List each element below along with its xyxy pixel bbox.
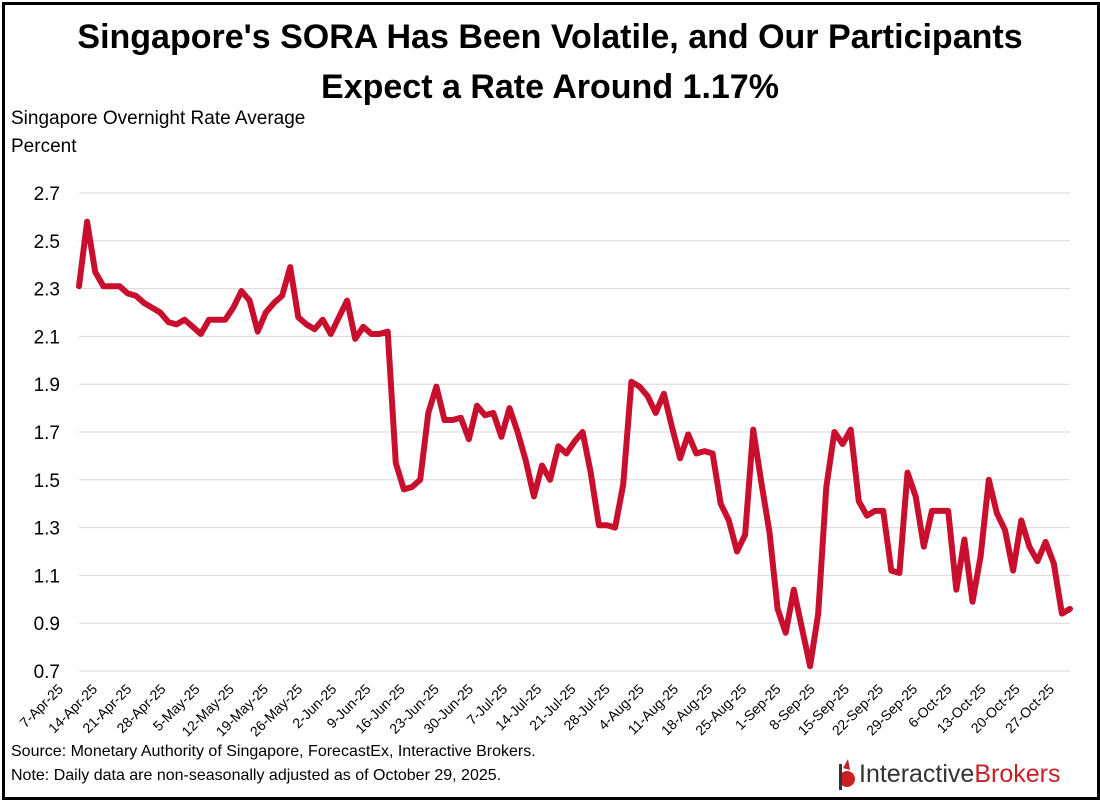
logo-text-brokers: Brokers [974,760,1061,788]
y-tick-label: 1.9 [34,375,60,396]
chart-title-line2: Expect a Rate Around 1.17% [321,68,779,106]
y-tick-label: 2.5 [34,232,60,253]
y-tick-label: 0.9 [34,614,60,635]
logo-text-interactive: Interactive [859,760,975,788]
chart-title-line1: Singapore's SORA Has Been Volatile, and … [77,18,1023,56]
y-tick-label: 1.1 [34,566,60,587]
interactive-brokers-logo-icon [839,759,855,790]
y-tick-label: 1.3 [34,519,60,540]
x-tick-labels: 7-Apr-2514-Apr-2521-Apr-2528-Apr-255-May… [16,681,1057,740]
gridlines [79,192,1070,672]
interactive-brokers-logo: Interactive Brokers [837,757,1060,791]
y-tick-label: 2.7 [34,184,60,205]
y-axis-unit-label: Percent [11,136,77,157]
y-tick-label: 2.3 [34,280,60,301]
y-axis-label: Singapore Overnight Rate Average [11,108,306,129]
y-tick-label: 1.7 [34,423,60,444]
y-tick-label: 1.5 [34,471,60,492]
y-tick-label: 0.7 [34,662,60,683]
source-note: Source: Monetary Authority of Singapore,… [11,743,536,760]
data-note: Note: Daily data are non-seasonally adju… [11,767,502,784]
series [76,218,1073,670]
y-tick-labels: 2.7 2.5 2.3 2.1 1.9 1.7 1.5 1.3 1.1 0.9 0.7 [34,184,60,683]
sora-series-line [76,218,1073,670]
y-tick-label: 2.1 [34,327,60,348]
